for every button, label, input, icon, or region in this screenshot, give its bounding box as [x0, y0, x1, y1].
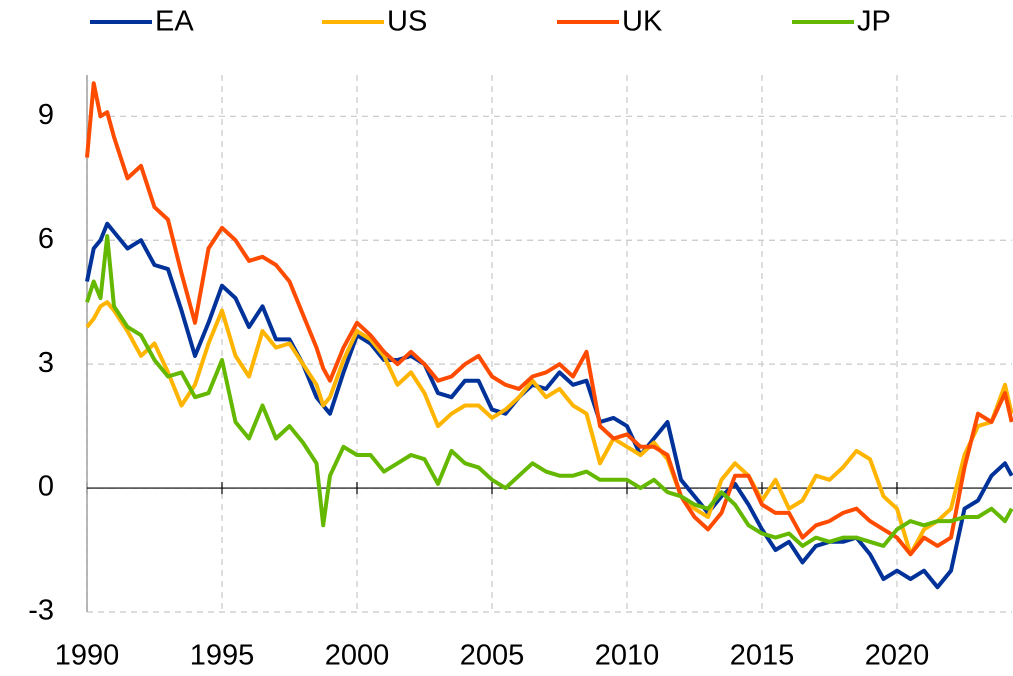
series-line — [85, 300, 1013, 557]
x-tick-label: 1990 — [55, 640, 120, 672]
legend-label: US — [387, 6, 427, 38]
y-tick-label: -3 — [28, 595, 54, 627]
y-tick-label: 3 — [38, 347, 54, 379]
series-line — [85, 81, 1013, 557]
legend-label: EA — [155, 6, 194, 38]
legend-label: UK — [622, 6, 663, 38]
series-line — [85, 234, 1013, 548]
x-tick-label: 2020 — [865, 640, 930, 672]
x-tick-label: 2000 — [325, 640, 390, 672]
x-tick-label: 2010 — [595, 640, 660, 672]
y-tick-label: 9 — [38, 99, 54, 131]
legend-label: JP — [857, 6, 891, 38]
y-tick-label: 0 — [38, 471, 54, 503]
x-tick-label: 1995 — [190, 640, 255, 672]
y-tick-label: 6 — [38, 223, 54, 255]
x-tick-label: 2015 — [730, 640, 795, 672]
x-tick-label: 2005 — [460, 640, 525, 672]
series-line — [85, 221, 1013, 590]
